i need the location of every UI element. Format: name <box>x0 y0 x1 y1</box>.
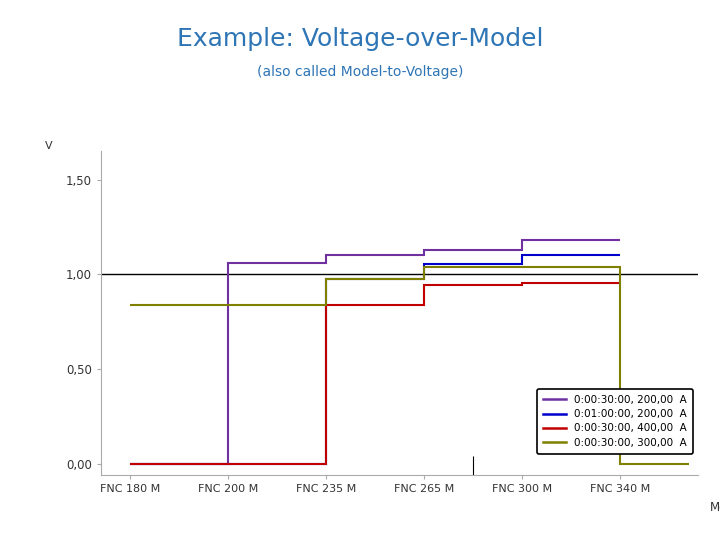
Text: V: V <box>45 141 53 151</box>
Legend: 0:00:30:00, 200,00  A, 0:01:00:00, 200,00  A, 0:00:30:00, 400,00  A, 0:00:30:00,: 0:00:30:00, 200,00 A, 0:01:00:00, 200,00… <box>536 389 693 454</box>
Text: Model: Model <box>711 501 720 514</box>
Text: Example: Voltage-over-Model: Example: Voltage-over-Model <box>176 27 544 51</box>
Text: (also called Model-to-Voltage): (also called Model-to-Voltage) <box>257 65 463 79</box>
